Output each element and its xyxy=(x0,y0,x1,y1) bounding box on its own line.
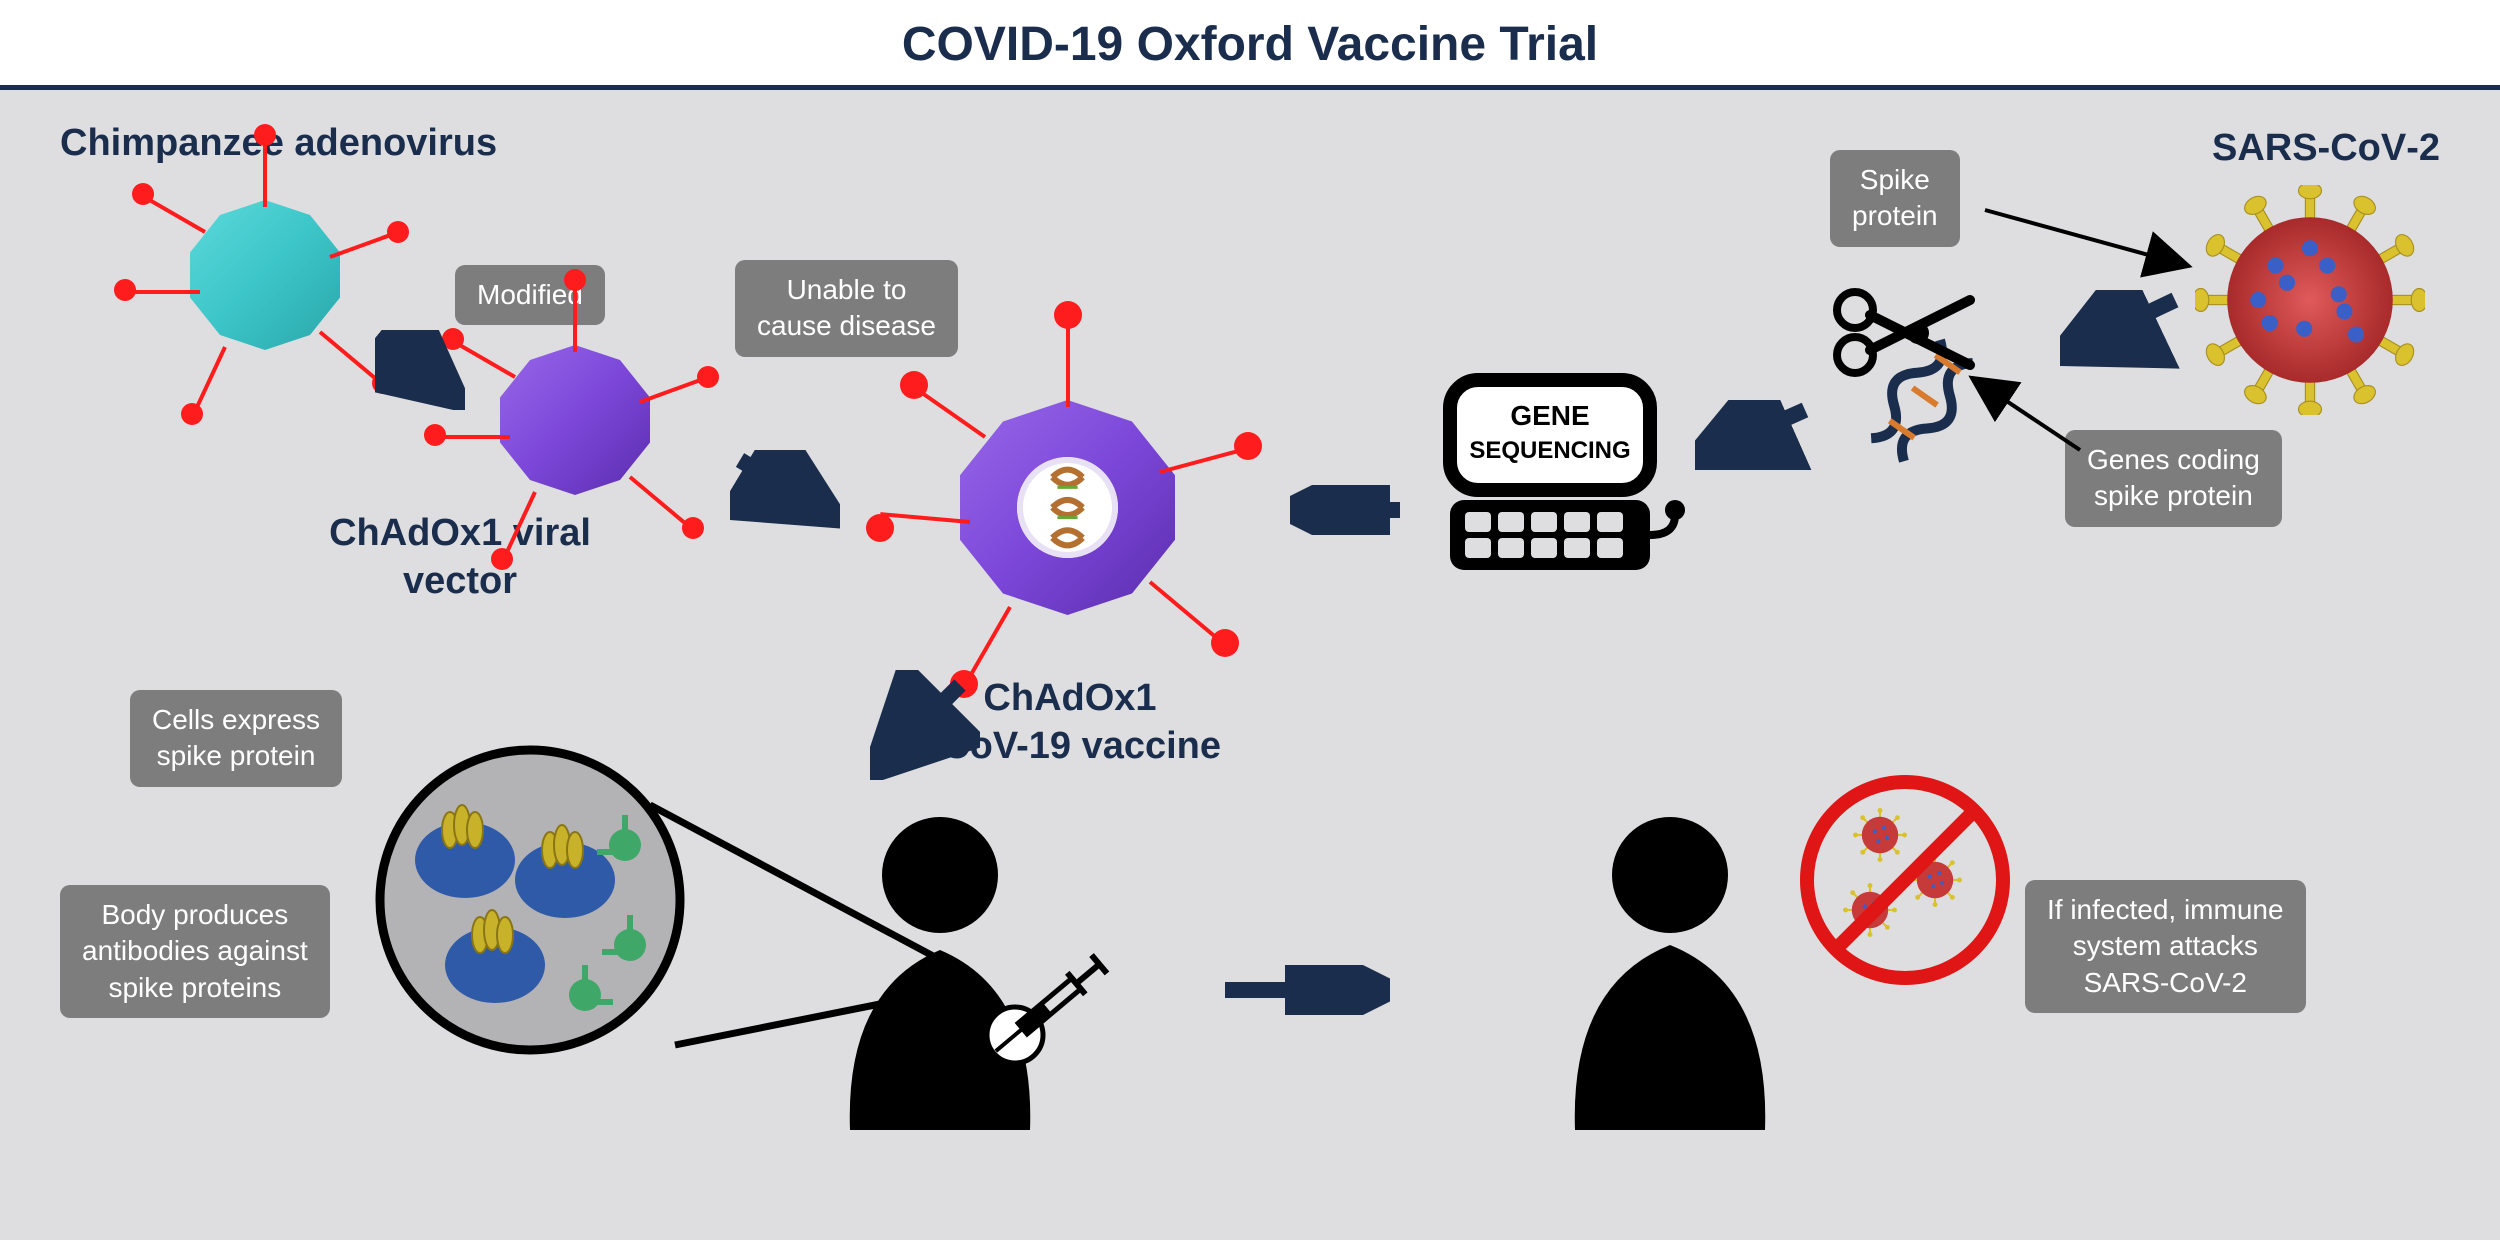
spike-dot xyxy=(682,517,704,539)
spike-dot xyxy=(132,183,154,205)
diagram-canvas: Chimpanzee adenovirus ChAdOx1 viral vect… xyxy=(0,90,2500,1240)
label-unable-l2: cause disease xyxy=(757,310,936,341)
label-inf-l1: If infected, immune xyxy=(2047,894,2284,925)
spike xyxy=(880,512,970,524)
sars-cov-2-icon xyxy=(2195,185,2425,415)
spike-dot xyxy=(491,548,513,570)
spike xyxy=(125,290,200,294)
label-spike-l2: protein xyxy=(1852,200,1938,231)
label-if-infected: If infected, immune system attacks SARS-… xyxy=(2025,880,2306,1013)
label-body-produces: Body produces antibodies against spike p… xyxy=(60,885,330,1018)
chadox-vaccine-icon xyxy=(960,400,1175,615)
heading-chadox-line1: ChAdOx1 viral xyxy=(329,512,591,554)
spike-dot xyxy=(564,269,586,291)
spike-dot xyxy=(697,366,719,388)
spike xyxy=(1066,317,1070,407)
spike-dot xyxy=(1234,432,1262,460)
person-vaccinated-icon xyxy=(790,810,1110,1140)
spike-dot xyxy=(1211,629,1239,657)
chadox-viral-vector-icon xyxy=(500,345,650,495)
dna-core-icon xyxy=(1017,457,1118,558)
person-protected-icon xyxy=(1520,810,1820,1140)
svg-text:SEQUENCING: SEQUENCING xyxy=(1469,437,1630,464)
label-unable: Unable to cause disease xyxy=(735,260,958,357)
spike-dot xyxy=(1054,301,1082,329)
label-spike-protein: Spike protein xyxy=(1830,150,1960,247)
arrow-label-genes-to-dna xyxy=(1960,370,2100,470)
svg-text:GENE: GENE xyxy=(1510,400,1589,431)
label-genes-l1: Genes coding xyxy=(2087,444,2260,475)
spike xyxy=(573,282,577,352)
label-cells-express: Cells express spike protein xyxy=(130,690,342,787)
label-cells-l2: spike protein xyxy=(157,740,316,771)
label-body-l2: antibodies against xyxy=(82,935,308,966)
label-unable-l1: Unable to xyxy=(787,274,907,305)
title-bar: COVID-19 Oxford Vaccine Trial xyxy=(0,0,2500,90)
spike xyxy=(263,137,267,207)
label-body-l3: spike proteins xyxy=(108,972,281,1003)
page-title: COVID-19 Oxford Vaccine Trial xyxy=(902,18,1598,71)
spike-dot xyxy=(114,279,136,301)
label-cells-l1: Cells express xyxy=(152,704,320,735)
spike-dot xyxy=(181,403,203,425)
spike-dot xyxy=(900,371,928,399)
arrow-sars-to-dna xyxy=(2060,290,2190,370)
arrow-chimp-to-chadox xyxy=(375,330,465,410)
label-genes-l2: spike protein xyxy=(2094,480,2253,511)
cell-magnification-view xyxy=(375,745,685,1055)
heading-sars-cov-2: SARS-CoV‑2 xyxy=(2120,125,2440,173)
heading-vaccine-line1: ChAdOx1 xyxy=(983,677,1156,719)
spike-dot xyxy=(387,221,409,243)
label-inf-l2: system attacks xyxy=(2073,930,2258,961)
label-spike-l1: Spike xyxy=(1860,164,1930,195)
spike xyxy=(435,435,510,439)
arrow-label-spike-to-sars xyxy=(1975,195,2205,285)
arrow-vaccine-to-person xyxy=(870,670,980,780)
arrow-dna-to-geneseq xyxy=(1695,400,1815,470)
spike-dot xyxy=(424,424,446,446)
arrow-chadox-to-vaccine xyxy=(730,450,840,530)
sars-prohibited-icon xyxy=(1795,770,2015,990)
chimpanzee-adenovirus-icon xyxy=(190,200,340,350)
arrow-geneseq-to-vaccine xyxy=(1290,485,1410,535)
spike-dot xyxy=(254,124,276,146)
heading-chadox-viral-vector: ChAdOx1 viral vector xyxy=(280,510,640,605)
gene-sequencing-device-icon: GENE SEQUENCING xyxy=(1430,370,1690,590)
vaccine-core xyxy=(1017,457,1118,558)
arrow-person-to-protected xyxy=(1210,965,1390,1015)
spike-dot xyxy=(866,514,894,542)
label-inf-l3: SARS-CoV-2 xyxy=(2084,967,2247,998)
label-body-l1: Body produces xyxy=(101,899,288,930)
heading-chimpanzee-adenovirus: Chimpanzee adenovirus xyxy=(60,120,580,168)
